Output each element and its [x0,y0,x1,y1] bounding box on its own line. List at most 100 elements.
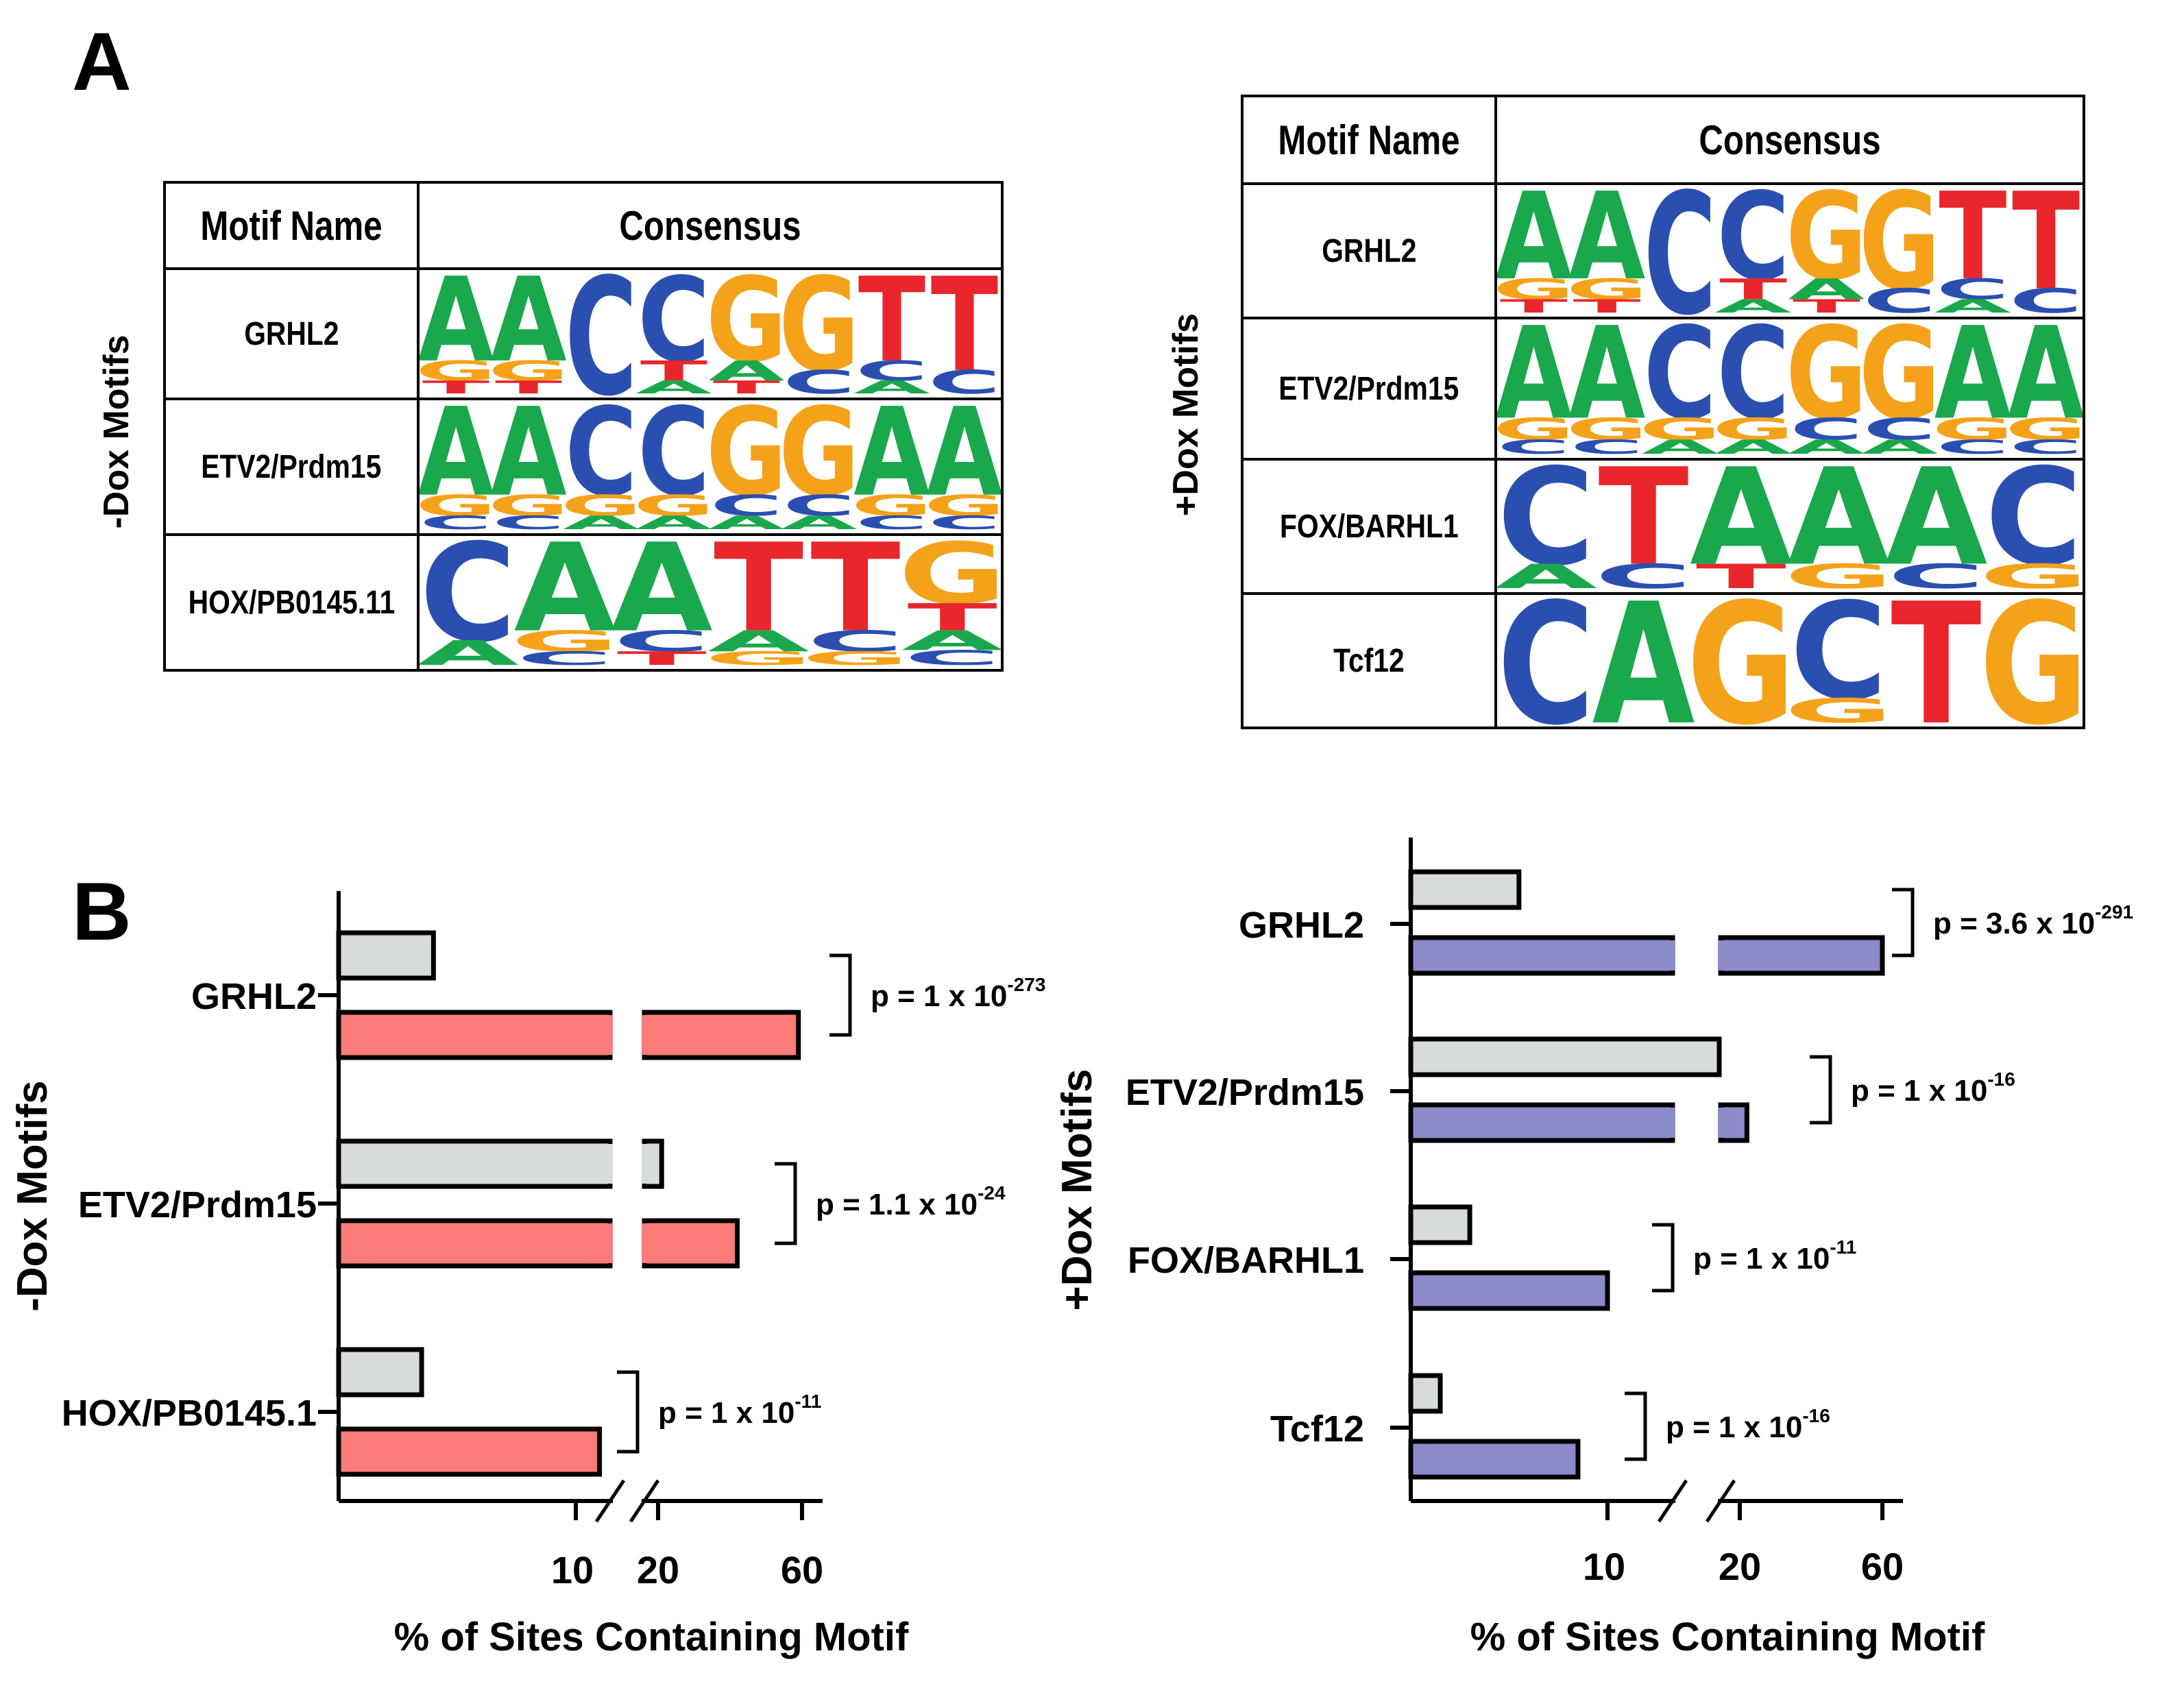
logo-letter-a: A [2007,319,2083,448]
logo-letter-a: A [420,400,494,524]
logo-letter-a: A [1497,557,1597,592]
chart-side-label: -Dox Motifs [9,1080,56,1312]
logo-letter-c: C [1790,412,1863,447]
logo-letter-a: A [1788,273,1865,306]
motif-bar [642,1218,740,1269]
bar-break-mask [1670,1108,1675,1138]
significance-bracket [617,1370,640,1454]
motif-name: HOX/PB0145.11 [163,533,420,672]
logo-letter-g: G [420,355,496,387]
motif-bar [1718,1102,1749,1143]
table-side-label-plus-dox: +Dox Motifs [1166,313,1206,517]
logo-letter-g: G [779,400,860,524]
p-value-label: p = 1 x 10-16 [1851,1069,2015,1108]
logo-letter-c: C [565,270,638,398]
logo-letter-g: G [1979,595,2083,727]
logo-letter-c: C [516,648,613,669]
logo-letter-g: G [1686,595,1795,727]
logo-letter-t: T [713,377,781,398]
p-value-label: p = 1 x 10-11 [1693,1236,1856,1276]
logo-letter-g: G [706,400,787,524]
significance-bracket [1625,1391,1647,1461]
motif-name: ETV2/Prdm15 [1241,317,1497,461]
x-tick-label: 60 [1861,1545,1904,1588]
table-header-motif-name: Motif Name [1263,95,1475,185]
logo-letter-g: G [705,648,813,669]
logo-letter-a: A [420,270,494,389]
logo-letter-c: C [807,624,903,658]
bar-break-mask [607,1015,613,1055]
chart-side-label: +Dox Motifs [1054,1069,1101,1310]
background-bar [1408,1373,1443,1414]
logo-letter-g: G [561,489,642,523]
bar-break-mask [1718,940,1723,971]
table-header-consensus: Consensus [470,181,951,270]
logo-letter-c: C [1985,461,2083,592]
motif-bar [1718,935,1885,976]
motif-name: ETV2/Prdm15 [163,398,420,536]
logo-letter-t: T [1573,295,1641,317]
logo-letter-c: C [420,536,516,669]
logo-letter-g: G [1932,412,2013,447]
logo-letter-a: A [708,512,785,533]
p-value-exponent: -16 [1987,1069,2015,1090]
logo-letter-c: C [492,512,565,533]
x-tick-label: 60 [781,1548,823,1591]
logo-letter-g: G [420,489,496,523]
panel-label-b: B [72,866,132,957]
logo-letter-c: C [1716,319,1790,448]
logo-letter-t: T [640,355,707,387]
logo-letter-t: T [1500,295,1568,317]
logo-letter-c: C [1497,595,1594,727]
logo-letter-c: C [2009,282,2083,317]
logo-letter-a: A [1568,185,1645,307]
logo-letter-c: C [638,270,710,389]
logo-letter-a: A [563,512,640,533]
x-tick-label: 20 [1719,1545,1761,1588]
logo-letter-t: T [810,536,900,659]
logo-letter-g: G [851,489,932,523]
logo-letter-g: G [1566,273,1648,306]
x-axis-label: % of Sites Containing Motif [394,1615,909,1659]
logo-letter-g: G [488,355,569,387]
logo-letter-c: C [1863,412,1937,447]
motif-name: FOX/BARHL1 [1241,458,1497,595]
background-bar [1408,869,1522,910]
logo-letter-c: C [856,355,928,387]
logo-letter-a: A [853,377,930,398]
logo-letter-c: C [638,400,710,524]
logo-letter-g: G [1784,557,1893,592]
logo-letter-g: G [1712,412,1794,447]
logo-letter-c: C [710,489,783,523]
logo-letter-c: C [1644,319,1717,448]
logo-letter-c: C [1716,185,1790,307]
significance-bracket [775,1162,797,1245]
logo-letter-g: G [1566,412,1648,447]
logo-letter-c: C [1887,557,1985,592]
logo-letter-a: A [708,355,785,387]
logo-letter-t: T [714,536,803,659]
logo-letter-c: C [614,624,710,658]
background-bar [1408,1204,1472,1245]
logo-letter-a: A [781,512,858,533]
logo-letter-t: T [1598,461,1688,592]
logo-letter-a: A [514,536,616,659]
logo-letter-g: G [779,270,860,398]
motif-bar-segment [336,1218,613,1269]
p-value-label: p = 1 x 10-273 [871,974,1045,1013]
p-value-exponent: -24 [978,1182,1006,1204]
logo-letter-c: C [1863,282,1937,317]
logo-letter-c: C [1497,461,1594,592]
motif-bar [336,1426,603,1477]
logo-letter-g: G [511,624,619,658]
logo-letter-a: A [1497,319,1573,448]
axis-break-gap [613,1496,642,1506]
logo-letter-g: G [1786,185,1867,307]
logo-letter-a: A [1592,595,1695,727]
panel-label-a: A [72,16,132,108]
